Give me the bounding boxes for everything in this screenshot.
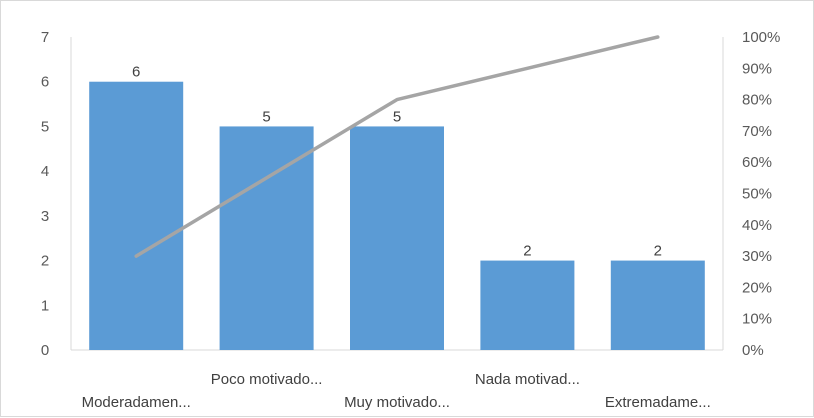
y2-tick-label: 20% <box>742 279 772 296</box>
bar-data-label: 5 <box>262 108 270 125</box>
x-category-label: Nada motivad... <box>475 371 580 388</box>
cumulative-line <box>134 35 660 258</box>
bar <box>610 260 705 350</box>
y-tick-label: 0 <box>41 342 49 359</box>
y2-tick-label: 30% <box>742 248 772 265</box>
x-category-label: Extremadame... <box>605 394 711 411</box>
bar <box>480 260 575 350</box>
bar-data-label: 2 <box>523 243 531 260</box>
y-tick-label: 4 <box>41 163 49 180</box>
y2-tick-label: 90% <box>742 60 772 77</box>
y2-tick-label: 100% <box>742 29 780 46</box>
x-category-label: Muy motivado... <box>344 394 450 411</box>
bar <box>219 126 314 350</box>
y2-tick-label: 50% <box>742 186 772 203</box>
x-category-label: Moderadamen... <box>82 394 191 411</box>
bar-data-label: 5 <box>393 108 401 125</box>
bar <box>350 126 444 350</box>
y2-tick-label: 40% <box>742 217 772 234</box>
bar-data-label: 2 <box>654 243 662 260</box>
y2-tick-label: 10% <box>742 311 772 328</box>
y-tick-label: 6 <box>41 74 49 91</box>
bar-data-label: 6 <box>132 64 140 81</box>
y2-tick-label: 70% <box>742 123 772 140</box>
y-tick-label: 1 <box>41 297 49 314</box>
y-tick-label: 3 <box>41 208 49 225</box>
y2-tick-label: 60% <box>742 154 772 171</box>
y2-tick-label: 0% <box>742 342 764 359</box>
bar <box>89 81 184 350</box>
y-tick-label: 7 <box>41 29 49 46</box>
y2-tick-label: 80% <box>742 92 772 109</box>
y-tick-label: 5 <box>41 118 49 135</box>
x-category-label: Poco motivado... <box>211 371 323 388</box>
y-tick-label: 2 <box>41 253 49 270</box>
